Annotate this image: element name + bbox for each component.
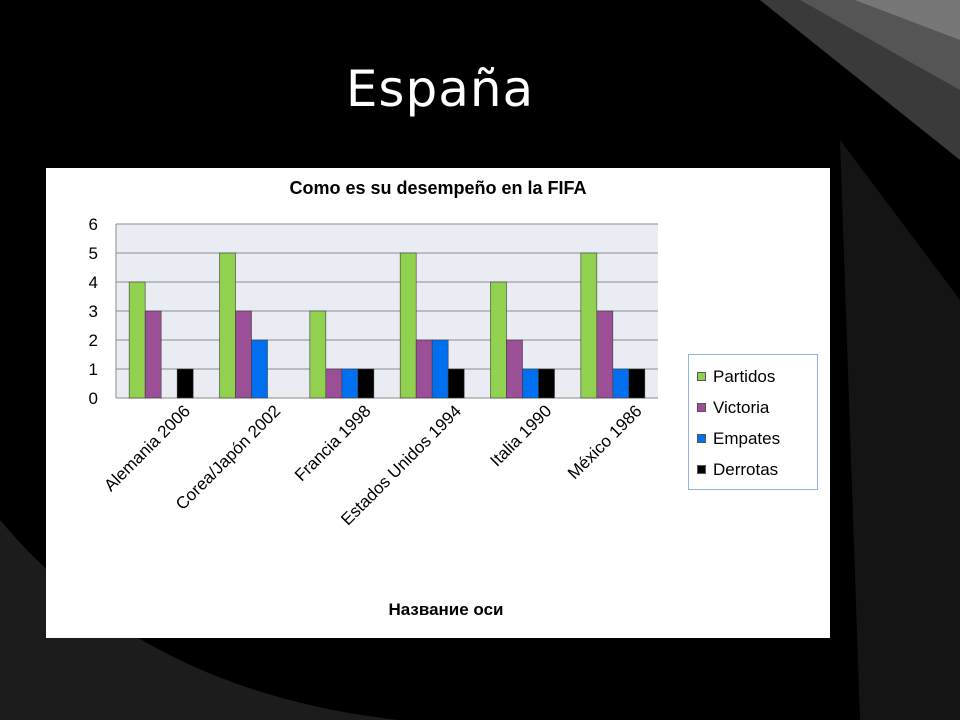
legend-swatch-victoria (697, 403, 706, 412)
bar-victoria (415, 339, 433, 399)
legend-item-victoria: Victoria (697, 392, 809, 423)
bar-empates (251, 339, 268, 399)
legend-item-partidos: Partidos (697, 361, 809, 392)
bar-derrotas (176, 368, 194, 399)
legend-label-derrotas: Derrotas (713, 459, 779, 479)
bar-partidos (219, 252, 236, 399)
bar-victoria (235, 310, 252, 399)
y-tick-label: 0 (89, 389, 98, 408)
legend-swatch-partidos (697, 372, 706, 381)
y-tick-label: 3 (89, 302, 98, 321)
chart-title: Como es su desempeño en la FIFA (289, 178, 587, 198)
bar-partidos (580, 252, 598, 399)
bar-victoria (144, 310, 162, 399)
bar-derrotas (447, 368, 465, 399)
bar-empates (431, 339, 449, 399)
legend-swatch-empates (697, 434, 706, 443)
y-tick-label: 6 (89, 215, 98, 234)
legend-swatch-derrotas (697, 465, 706, 474)
bar-victoria (325, 368, 343, 399)
legend-item-derrotas: Derrotas (697, 454, 809, 485)
bar-partidos (309, 310, 327, 399)
bar-empates (341, 368, 359, 399)
y-tick-label: 5 (89, 244, 98, 263)
bar-partidos (490, 281, 507, 399)
chart-legend: Partidos Victoria Empates Derrotas (688, 354, 818, 490)
bar-empates (522, 368, 539, 399)
bar-derrotas (538, 368, 555, 399)
bar-derrotas (357, 368, 375, 399)
legend-label-empates: Empates (713, 428, 781, 448)
y-tick-label: 1 (89, 360, 98, 379)
x-tick-label: Francia 1998 (291, 401, 375, 485)
slide-title: España (345, 60, 535, 118)
bar-victoria (596, 310, 614, 399)
legend-item-empates: Empates (697, 423, 809, 454)
chart-panel: 0 1 2 3 4 5 6 Alemania 2006 Corea/Japón 2002 Fran… (46, 168, 830, 638)
bar-empates (612, 368, 630, 399)
x-tick-label: Alemania 2006 (100, 401, 194, 495)
x-tick-label: México 1986 (564, 401, 646, 483)
bar-partidos (128, 281, 146, 399)
bar-partidos (399, 252, 417, 399)
x-axis-title: Название оси (388, 600, 504, 619)
legend-label-victoria: Victoria (713, 397, 770, 417)
y-tick-label: 4 (89, 273, 98, 292)
y-tick-label: 2 (89, 331, 98, 350)
bar-victoria (506, 339, 523, 399)
bar-derrotas (628, 368, 646, 399)
legend-label-partidos: Partidos (713, 366, 776, 386)
x-tick-label: Italia 1990 (486, 401, 555, 470)
